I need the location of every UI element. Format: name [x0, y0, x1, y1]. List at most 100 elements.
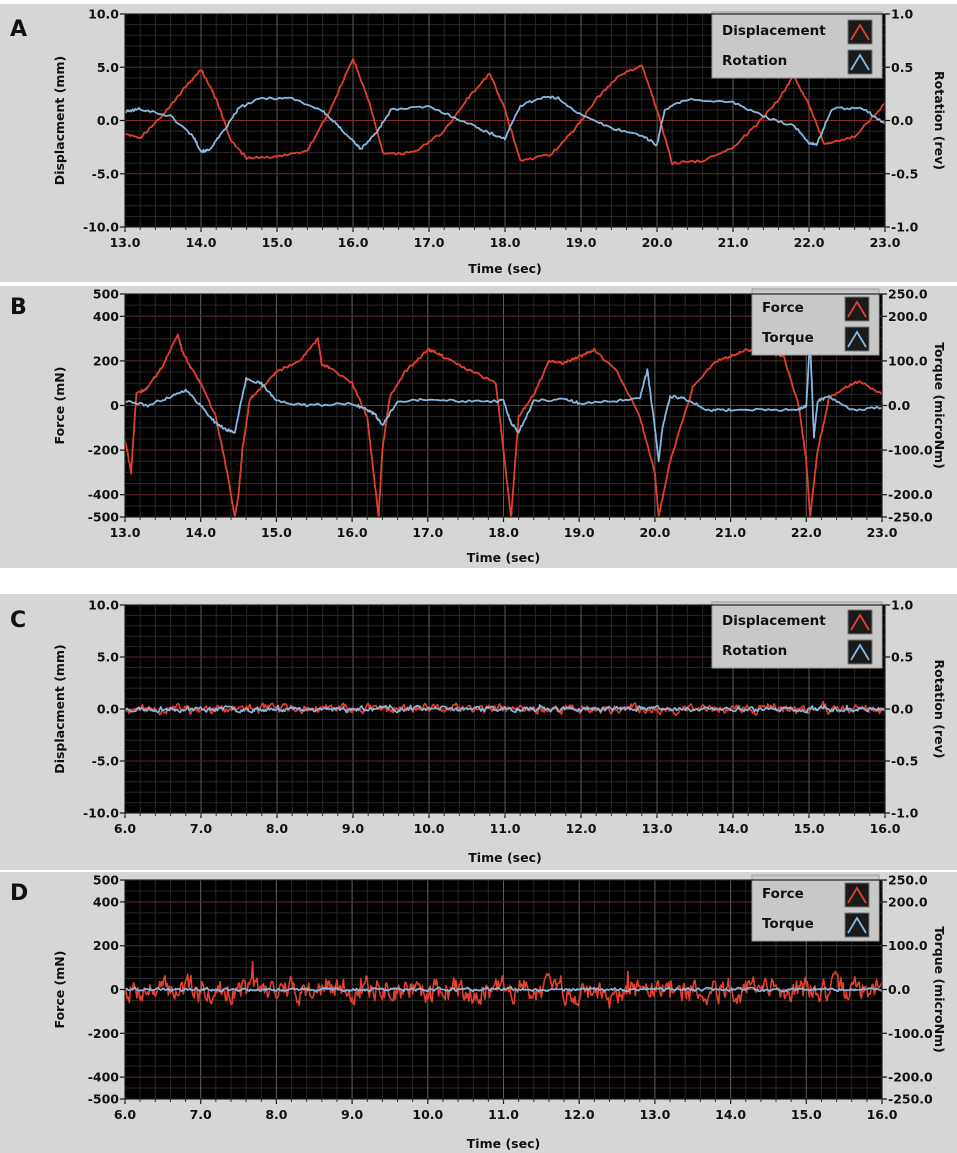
- y-tick-label: 0: [110, 982, 119, 997]
- y-tick-label: -400: [88, 487, 120, 502]
- x-tick-label: 15.0: [791, 1107, 822, 1122]
- y2-tick-label: 100.0: [888, 353, 928, 368]
- legend-label: Force: [762, 886, 804, 902]
- legend-swatch-icon: [847, 916, 867, 934]
- y-axis-right: 250.0 200.0 100.0 0.0 -100.0 -200.0 -250.0: [882, 287, 933, 525]
- x-tick-label: 15.0: [262, 235, 293, 250]
- y-tick-label: -400: [88, 1070, 120, 1085]
- x-tick-label: 10.0: [414, 821, 445, 836]
- y-tick-label: 10.0: [88, 7, 119, 22]
- legend-swatch-icon: [847, 886, 867, 904]
- y2-tick-label: 0.5: [891, 650, 913, 665]
- panel-c-chart: C 6.0 7.0 8.0 9.0 10.0 11.0 12.0 13.0 14.0 15.0 16.…: [0, 594, 957, 870]
- x-tick-label: 13.0: [642, 821, 673, 836]
- y2-tick-label: -250.0: [888, 1092, 933, 1107]
- x-tick-label: 6.0: [114, 821, 136, 836]
- x-tick-label: 16.0: [867, 1107, 898, 1122]
- legend: Force Torque: [751, 288, 880, 356]
- legend-label: Rotation: [722, 53, 787, 69]
- legend-label: Force: [762, 300, 804, 316]
- y2-tick-label: -0.5: [891, 754, 918, 769]
- x-axis-title: Time (sec): [467, 1136, 540, 1151]
- y-tick-label: 400: [93, 894, 119, 909]
- y-tick-label: -5.0: [92, 166, 120, 181]
- x-tick-label: 17.0: [412, 525, 443, 540]
- x-tick-label: 8.0: [265, 1107, 287, 1122]
- x-tick-label: 19.0: [564, 525, 595, 540]
- y2-tick-label: 1.0: [891, 7, 913, 22]
- y-axis-right: 1.0 0.5 0.0 -0.5 -1.0: [885, 7, 919, 235]
- x-tick-label: 10.0: [412, 1107, 443, 1122]
- legend: Displacement Rotation: [711, 11, 883, 79]
- x-tick-label: 11.0: [490, 821, 521, 836]
- series-line-torque: [125, 986, 882, 993]
- y-axis-title: Displacment (mm): [52, 56, 67, 185]
- y2-tick-label: -200.0: [888, 487, 933, 502]
- panel-d-chart: D 6.0 7.0 8.0 9.0 10.0 11.0 12.0 13.0 14.0 15.0 16.…: [0, 872, 957, 1153]
- panel-letter: C: [10, 608, 26, 633]
- y-tick-label: 500: [93, 287, 119, 302]
- y2-tick-label: 100.0: [888, 938, 928, 953]
- y-tick-label: 200: [93, 938, 119, 953]
- y-tick-label: -200: [88, 1026, 120, 1041]
- x-axis-title: Time (sec): [468, 850, 541, 865]
- x-tick-label: 15.0: [261, 525, 292, 540]
- x-tick-label: 18.0: [490, 235, 521, 250]
- y2-tick-label: 200.0: [888, 309, 928, 324]
- series-line-displacement: [125, 58, 885, 166]
- legend-label: Torque: [762, 916, 814, 932]
- y-tick-label: 500: [93, 873, 119, 888]
- y2-axis-title: Rotation (rev): [932, 71, 947, 170]
- y2-tick-label: -1.0: [891, 220, 919, 235]
- x-tick-label: 20.0: [639, 525, 670, 540]
- legend-swatch-icon: [850, 53, 870, 71]
- panel-b-chart: B 13.0 14.0 15.0 16.0 17.0 18.0 19.0 20.0 21.0 22.…: [0, 286, 957, 568]
- y-tick-label: -10.0: [83, 220, 119, 235]
- plot-frame: [124, 879, 883, 1100]
- x-tick-label: 14.0: [185, 525, 216, 540]
- series-line-torque: [125, 338, 882, 463]
- legend-swatch-icon: [850, 643, 870, 661]
- y2-tick-label: 250.0: [888, 873, 928, 888]
- y2-tick-label: 0.5: [891, 60, 913, 75]
- x-tick-label: 14.0: [718, 821, 749, 836]
- x-tick-label: 14.0: [715, 1107, 746, 1122]
- x-tick-label: 22.0: [794, 235, 825, 250]
- legend-label: Rotation: [722, 643, 787, 659]
- y2-tick-label: -100.0: [888, 1026, 933, 1041]
- y2-tick-label: -100.0: [888, 443, 933, 458]
- traces: [125, 960, 882, 1009]
- x-tick-label: 12.0: [566, 821, 597, 836]
- traces: [125, 58, 885, 166]
- y-axis-right: 1.0 0.5 0.0 -0.5 -1.0: [885, 598, 919, 821]
- x-axis-title: Time (sec): [468, 261, 541, 276]
- plot-frame: [124, 13, 886, 228]
- traces: [125, 700, 885, 717]
- legend-label: Displacement: [722, 613, 826, 629]
- x-tick-label: 14.0: [186, 235, 217, 250]
- y-axis-title: Displacment (mm): [52, 644, 67, 773]
- y-tick-label: -5.0: [92, 754, 120, 769]
- x-tick-label: 23.0: [870, 235, 901, 250]
- y2-tick-label: -200.0: [888, 1070, 933, 1085]
- y-axis-title: Force (mN): [52, 367, 67, 445]
- x-tick-label: 13.0: [110, 525, 141, 540]
- y2-tick-label: -1.0: [891, 806, 919, 821]
- y-tick-label: 5.0: [97, 60, 119, 75]
- x-tick-label: 12.0: [564, 1107, 595, 1122]
- y-tick-label: -500: [88, 510, 120, 525]
- y2-axis-title: Torque (microNm): [932, 926, 947, 1053]
- legend-swatch-icon: [847, 300, 867, 318]
- series-line-force: [125, 960, 882, 1009]
- x-tick-label: 6.0: [114, 1107, 136, 1122]
- x-tick-label: 21.0: [718, 235, 749, 250]
- x-tick-label: 9.0: [342, 821, 364, 836]
- x-tick-label: 18.0: [488, 525, 519, 540]
- x-tick-label: 13.0: [639, 1107, 670, 1122]
- x-tick-label: 21.0: [715, 525, 746, 540]
- x-tick-label: 11.0: [488, 1107, 519, 1122]
- x-tick-label: 13.0: [110, 235, 141, 250]
- y-tick-label: -200: [88, 443, 120, 458]
- y-axis-right: 250.0 200.0 100.0 0.0 -100.0 -200.0 -250.0: [882, 873, 933, 1107]
- legend-label: Displacement: [722, 23, 826, 39]
